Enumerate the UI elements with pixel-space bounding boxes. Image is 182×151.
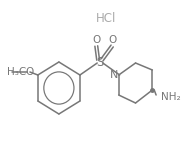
Text: O: O (108, 35, 116, 45)
Text: NH₂: NH₂ (161, 92, 180, 102)
Text: S: S (96, 56, 104, 69)
Text: N: N (109, 70, 118, 80)
Text: O: O (26, 67, 34, 77)
Text: HCl: HCl (95, 11, 116, 24)
Text: O: O (92, 35, 100, 45)
Text: H₃C: H₃C (7, 67, 27, 77)
